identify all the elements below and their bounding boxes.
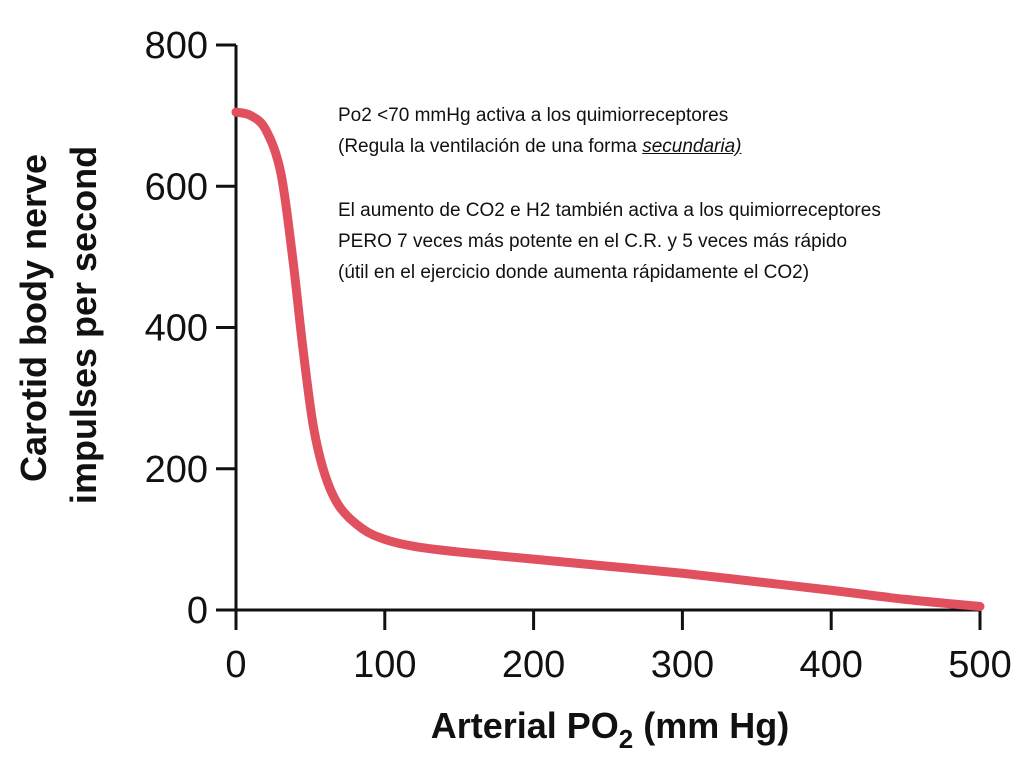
annotation-block-chemoreceptors: Po2 <70 mmHg activa a los quimiorrecepto… — [338, 100, 741, 162]
series-layer — [231, 107, 985, 611]
annotation-line: (Regula la ventilación de una forma secu… — [338, 131, 741, 162]
y-axis-title-line2: impulses per second — [63, 146, 104, 504]
x-tick-label: 500 — [948, 644, 1011, 686]
annotation-line: El aumento de CO2 e H2 también activa a … — [338, 200, 881, 221]
y-axis-title: Carotid body nerve impulses per second — [13, 146, 104, 504]
y-tick-label: 600 — [145, 166, 208, 208]
y-tick-label: 200 — [145, 449, 208, 491]
y-tick-label: 800 — [145, 25, 208, 67]
annotation-line: PERO 7 veces más potente en el C.R. y 5 … — [338, 231, 848, 252]
annotation-emphasis: secundaria) — [642, 136, 742, 157]
annotation-text: (Regula la ventilación de una forma — [338, 136, 643, 157]
y-tick-label: 400 — [145, 308, 208, 350]
y-axis-title-line1: Carotid body nerve — [13, 154, 54, 482]
y-tick-label: 0 — [187, 590, 208, 632]
x-tick-label: 300 — [651, 644, 714, 686]
axes: 0 200 400 600 800 0 100 200 300 400 500 — [145, 25, 1012, 686]
x-axis-title: Arterial PO2 (mm Hg) — [431, 705, 790, 754]
x-tick-label: 400 — [799, 644, 862, 686]
annotation-line: (útil en el ejercicio donde aumenta rápi… — [338, 262, 810, 283]
series-line — [231, 107, 985, 611]
x-tick-label: 200 — [502, 644, 565, 686]
x-axis-title-unit: (mm Hg) — [633, 705, 789, 746]
annotation-block-co2: El aumento de CO2 e H2 también activa a … — [338, 195, 881, 288]
x-axis-title-main: Arterial PO — [431, 705, 619, 746]
x-axis-title-subscript: 2 — [619, 724, 633, 754]
annotation-line: Po2 <70 mmHg activa a los quimiorrecepto… — [338, 105, 729, 126]
x-tick-label: 0 — [225, 644, 246, 686]
x-tick-label: 100 — [353, 644, 416, 686]
